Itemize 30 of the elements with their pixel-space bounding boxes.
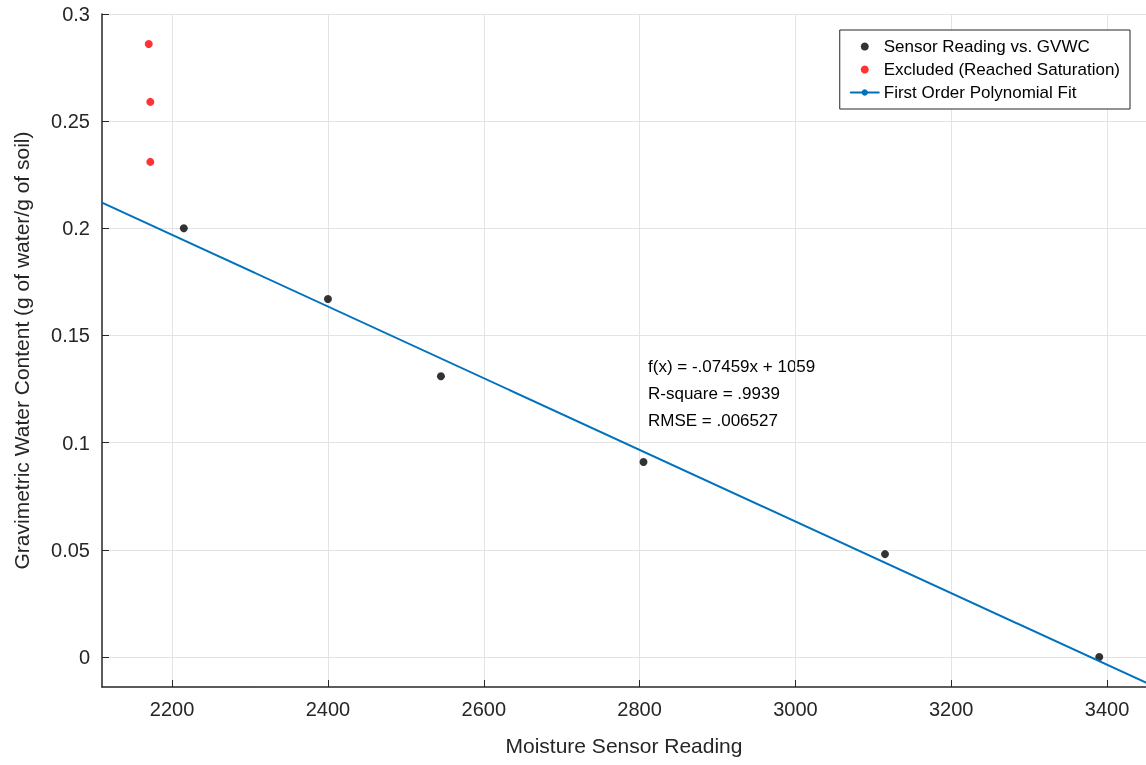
annotation: RMSE = .006527 (648, 411, 778, 430)
point (639, 457, 648, 466)
x-tick-label: 2800 (617, 698, 662, 720)
x-axis-title: Moisture Sensor Reading (505, 734, 743, 757)
y-tick-label: 0 (78, 645, 90, 668)
point (323, 295, 332, 304)
x-tick-label: 3200 (928, 698, 974, 720)
x-tick-label: 2400 (305, 698, 351, 720)
point (881, 550, 889, 559)
legend-label: Sensor Reading vs. GVWC (883, 37, 1090, 56)
y-tick-label: 0.05 (51, 538, 90, 561)
point (146, 97, 155, 106)
y-tick-label: 0.2 (62, 217, 90, 240)
legend-label: Excluded (Reached Saturation) (883, 60, 1120, 79)
y-tick-label: 0.25 (51, 110, 90, 133)
annotation: f(x) = -.07459x + 1059 (648, 357, 816, 376)
x-tick-label: 3400 (1084, 698, 1130, 720)
x-tick-label: 2200 (149, 698, 195, 720)
x-tick-label: 2600 (461, 698, 507, 720)
point (146, 157, 155, 166)
point (436, 372, 445, 381)
x-tick-label: 3000 (773, 698, 818, 720)
legend-label: First Order Polynomial Fit (883, 83, 1077, 102)
y-tick-label: 0.3 (62, 3, 90, 25)
y-axis-title: Gravimetric Water Content (g of water/g of soil) (10, 131, 33, 570)
y-tick-label: 0.15 (51, 324, 90, 347)
point (179, 224, 188, 233)
y-tick-label: 0.1 (62, 431, 90, 454)
point (144, 40, 153, 48)
annotation: R-square = .9939 (648, 384, 780, 403)
